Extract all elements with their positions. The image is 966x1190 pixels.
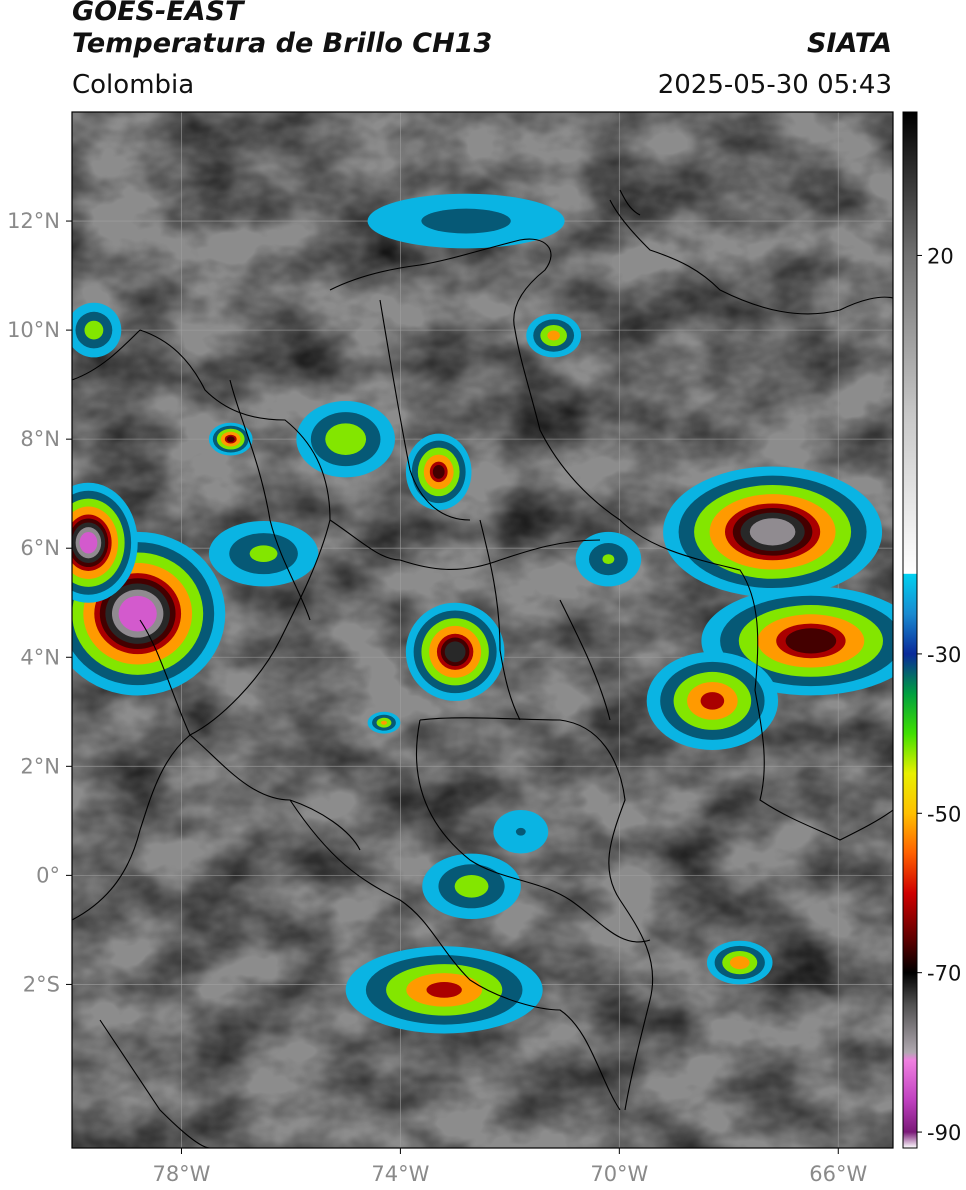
storm-cell [72,482,138,603]
colorbar-tick-label: 20 [927,244,954,268]
colorbar-tick-label: -90 [927,1121,961,1145]
storm-cell [646,651,779,750]
storm-cell [72,302,122,358]
title-line-2: Temperatura de Brillo CH13 [72,28,493,59]
storm-cell-ring [602,554,615,565]
storm-cell-ring [454,874,489,898]
lat-tick-label: 12°N [7,209,60,233]
colorbar [902,111,918,1149]
storm-cell [405,433,472,511]
storm-cell-ring [249,545,278,562]
storm-cell-ring [380,720,387,725]
storm-cell [405,602,505,701]
storm-cell-ring [118,595,157,632]
map-frame [71,111,894,1149]
colorbar-tick-label: -30 [927,643,961,667]
lon-tick-label: 66°W [809,1162,867,1186]
storm-cell-ring [426,981,462,998]
lat-tick-label: 4°N [20,645,60,669]
storm-cell-ring [515,827,526,836]
lat-tick-label: 0° [36,863,60,887]
country-borders [72,189,893,1148]
lat-tick-label: 10°N [7,318,60,342]
storm-cell [706,940,773,985]
storm-cell-ring [226,436,235,443]
lon-tick-label: 74°W [371,1162,429,1186]
storm-cell [575,531,642,587]
colorbar-tick-label: -70 [927,962,961,986]
storm-cell [367,193,565,249]
lat-tick-label: 2°N [20,754,60,778]
storm-cell [296,400,395,478]
storm-cell-ring [421,208,511,234]
storm-cell [663,466,883,598]
latitude-labels: 12°N 10°N 8°N 6°N 4°N 2°N 0° 2°S [7,209,72,996]
timestamp-label: 2025-05-30 05:43 [657,70,892,100]
storm-cell [208,520,319,587]
storm-cell-ring [325,423,367,455]
storm-cell-ring [84,320,104,340]
region-label: Colombia [72,70,195,100]
storm-cell [526,313,582,358]
storm-cell [367,711,401,734]
storm-cell-ring [785,628,837,654]
storm-cell [345,946,543,1034]
lon-tick-label: 70°W [590,1162,648,1186]
title-line-1: GOES-EAST [72,0,244,27]
lon-tick-label: 78°W [152,1162,210,1186]
storm-cell-ring [729,956,750,970]
storm-cell-ring [444,641,466,663]
storm-cell-ring [700,692,725,710]
longitude-labels: 78°W 74°W 70°W 66°W [152,1148,867,1186]
storm-cell [208,422,253,456]
colorbar-ticks: 20 -30 -50 -70 -90 [917,244,961,1145]
lat-tick-label: 6°N [20,536,60,560]
lat-tick-label: 8°N [20,427,60,451]
colorbar-tick-label: -50 [927,802,961,826]
storm-cell [422,853,521,919]
storm-cell-ring [749,518,796,546]
storm-cell-ring [547,330,560,341]
storm-cell-ring [79,531,98,554]
brand-label: SIATA [806,28,892,59]
storm-cell [493,809,549,854]
lat-tick-label: 2°S [23,972,60,996]
storm-cell-ring [432,464,445,479]
storm-cells [72,193,893,1034]
